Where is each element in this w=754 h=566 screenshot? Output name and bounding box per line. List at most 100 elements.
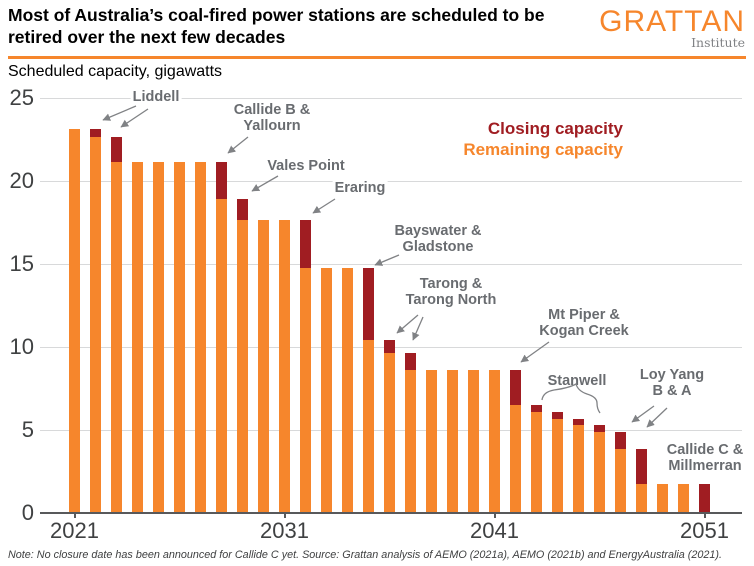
annotation-arrow-0-0 bbox=[102, 105, 137, 121]
bar-2038-remaining bbox=[425, 369, 438, 513]
y-tick-label-0: 0 bbox=[21, 499, 34, 525]
bar-2028-remaining bbox=[215, 198, 228, 513]
legend-remaining-capacity: Remaining capacity bbox=[463, 140, 623, 159]
bar-2026-remaining bbox=[173, 162, 186, 513]
annotation-text-line: Callide B & bbox=[233, 102, 311, 118]
annotation-liddell: Liddell bbox=[130, 89, 182, 106]
bar-2048-closing bbox=[635, 448, 648, 485]
bar-2050-remaining bbox=[677, 484, 690, 513]
y-tick-label-10: 10 bbox=[9, 333, 34, 359]
y-tick-label-5: 5 bbox=[21, 416, 34, 442]
annotation-text-line: Tarong North bbox=[405, 291, 497, 308]
x-tick-mark-2041 bbox=[493, 512, 496, 518]
bar-2048-remaining bbox=[635, 484, 648, 513]
bar-2032-closing bbox=[299, 220, 312, 269]
bar-2024-remaining bbox=[131, 162, 144, 513]
bar-2047-closing bbox=[614, 431, 627, 449]
x-tick-mark-2021 bbox=[73, 512, 76, 518]
bar-2043-remaining bbox=[530, 412, 543, 513]
x-tick-label-2021: 2021 bbox=[50, 517, 99, 543]
annotation-callide-c-: Callide C & Millmerran bbox=[664, 442, 746, 474]
gridline-20 bbox=[40, 180, 742, 182]
header-divider-rule bbox=[8, 56, 746, 59]
bar-2042-closing bbox=[509, 369, 522, 406]
bar-2042-remaining bbox=[509, 405, 522, 513]
annotation-text-line: B & A bbox=[652, 382, 692, 399]
x-tick-label-2041: 2041 bbox=[470, 517, 519, 543]
annotation-text-line: Tarong & bbox=[419, 276, 483, 292]
chart-title-line1: Most of Australia’s coal-fired power sta… bbox=[8, 5, 545, 25]
annotation-arrow-0-1 bbox=[120, 108, 149, 128]
legend-closing-capacity: Closing capacity bbox=[487, 119, 623, 138]
bar-2043-closing bbox=[530, 405, 543, 413]
annotation-loy-yang: Loy Yang B & A bbox=[637, 367, 707, 399]
annotation-text-line: Yallourn bbox=[243, 117, 301, 134]
bar-2030-remaining bbox=[257, 220, 270, 513]
annotation-text-line: Vales Point bbox=[267, 158, 345, 174]
grattan-logo: GRATTAN Institute bbox=[599, 5, 745, 51]
chart-title-line2: retired over the next few decades bbox=[8, 26, 286, 47]
bar-2037-remaining bbox=[404, 369, 417, 513]
bar-2027-remaining bbox=[194, 162, 207, 513]
chart-title: Most of Australia’s coal-fired power sta… bbox=[8, 5, 608, 48]
annotation-text-line: Mt Piper & bbox=[548, 307, 620, 323]
annotation-arrow-5-1 bbox=[412, 316, 424, 341]
annotation-arrow-2-0 bbox=[251, 175, 279, 192]
bar-2035-remaining bbox=[362, 339, 375, 513]
annotation-text-line: Eraring bbox=[334, 180, 386, 196]
bar-2039-remaining bbox=[446, 369, 459, 513]
bar-2045-closing bbox=[572, 418, 585, 426]
bar-2036-closing bbox=[383, 339, 396, 354]
annotation-arrow-8-1 bbox=[646, 407, 668, 428]
x-axis-line bbox=[40, 511, 742, 514]
bar-2041-remaining bbox=[488, 369, 501, 513]
annotation-text-line: Kogan Creek bbox=[539, 322, 629, 339]
bar-2049-remaining bbox=[656, 484, 669, 513]
bar-2029-closing bbox=[236, 198, 249, 221]
y-tick-label-20: 20 bbox=[9, 167, 34, 193]
annotation-text-line: Millmerran bbox=[668, 457, 742, 474]
bar-2040-remaining bbox=[467, 369, 480, 513]
annotation-arrow-3-0 bbox=[312, 198, 336, 214]
gridline-15 bbox=[40, 263, 742, 265]
bar-2036-remaining bbox=[383, 353, 396, 513]
annotation-text-line: Bayswater & bbox=[394, 223, 482, 239]
annotation-callide-b-: Callide B & Yallourn bbox=[231, 102, 313, 134]
bar-2023-closing bbox=[110, 137, 123, 163]
bar-2022-remaining bbox=[89, 137, 102, 513]
bar-2031-remaining bbox=[278, 220, 291, 513]
annotation-eraring: Eraring bbox=[332, 180, 388, 197]
x-tick-label-2031: 2031 bbox=[260, 517, 309, 543]
annotation-text-line: Callide C & bbox=[666, 442, 744, 458]
annotation-vales-point: Vales Point bbox=[265, 158, 347, 175]
bar-2022-closing bbox=[89, 129, 102, 138]
annotation-mt-piper-: Mt Piper & Kogan Creek bbox=[537, 307, 631, 339]
annotation-arrow-6-0 bbox=[520, 341, 550, 363]
bar-2033-remaining bbox=[320, 268, 333, 513]
x-tick-mark-2051 bbox=[703, 512, 706, 518]
grattan-logo-wordmark: GRATTAN bbox=[599, 5, 745, 38]
annotation-stanwell: Stanwell bbox=[545, 373, 609, 390]
annotation-arrow-1-0 bbox=[227, 136, 249, 154]
annotation-bayswater-: Bayswater & Gladstone bbox=[392, 223, 484, 255]
bar-2021-remaining bbox=[68, 129, 81, 513]
bar-2032-remaining bbox=[299, 268, 312, 513]
axis-units-label: Scheduled capacity, gigawatts bbox=[8, 63, 223, 80]
bar-2034-remaining bbox=[341, 268, 354, 513]
bar-2037-closing bbox=[404, 353, 417, 370]
bar-2025-remaining bbox=[152, 162, 165, 513]
x-tick-label-2051: 2051 bbox=[680, 517, 729, 543]
annotation-text-line: Loy Yang bbox=[639, 367, 705, 383]
annotation-tarong-: Tarong & Tarong North bbox=[403, 276, 499, 308]
x-tick-mark-2031 bbox=[283, 512, 286, 518]
annotation-arrow-5-0 bbox=[396, 314, 419, 334]
annotation-text-line: Stanwell bbox=[547, 373, 607, 389]
bar-2051-closing bbox=[698, 484, 711, 513]
bar-2044-closing bbox=[551, 412, 564, 419]
bar-2023-remaining bbox=[110, 162, 123, 513]
bar-2046-closing bbox=[593, 425, 606, 432]
annotation-text-line: Gladstone bbox=[402, 238, 474, 255]
gridline-25 bbox=[40, 97, 742, 99]
bar-2029-remaining bbox=[236, 220, 249, 513]
annotation-arrow-8-0 bbox=[631, 405, 655, 423]
